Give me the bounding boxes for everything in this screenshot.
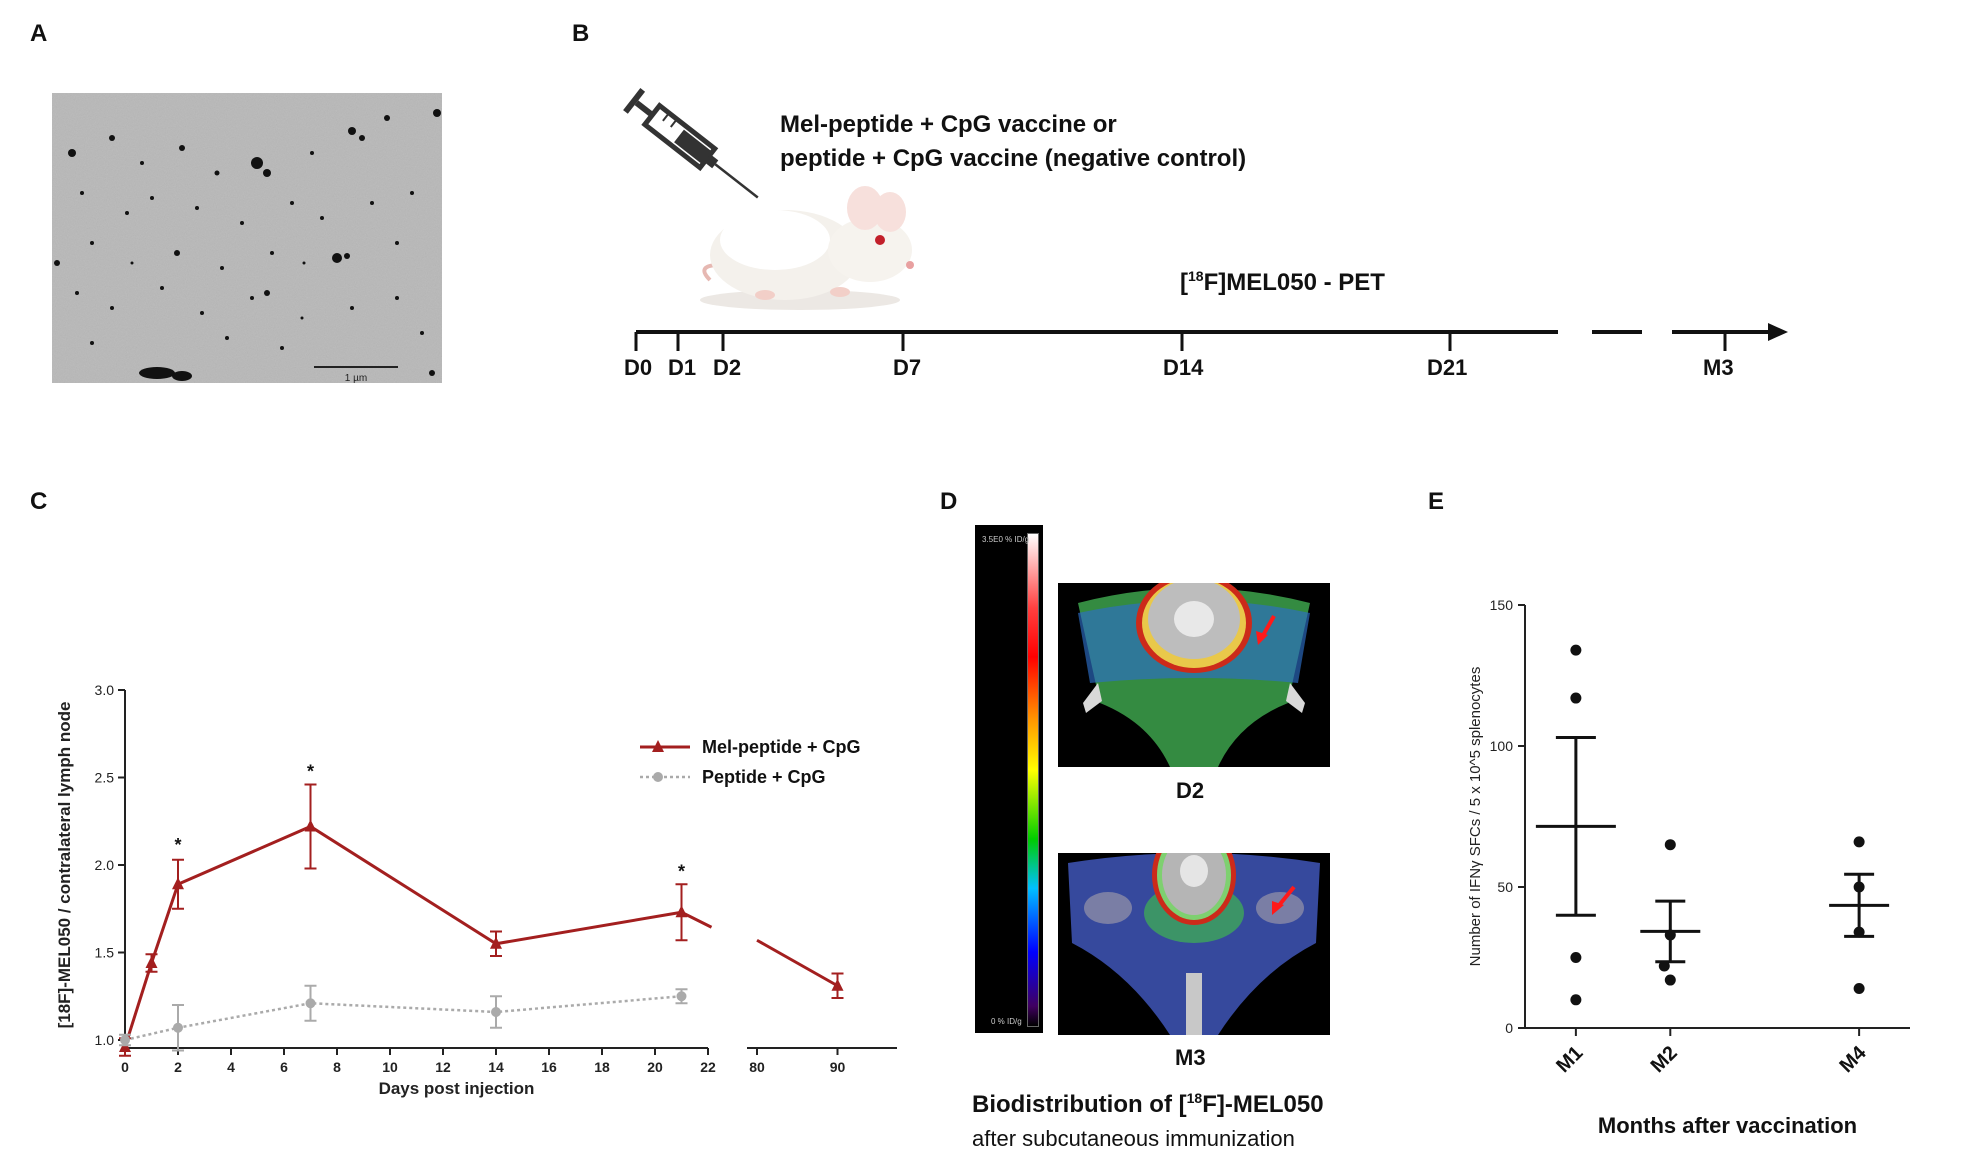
x-tick-label: 16	[541, 1059, 557, 1075]
significance-star: *	[307, 762, 314, 782]
timeline	[634, 323, 1788, 351]
data-point-triangle	[490, 936, 502, 949]
x-axis-label: Days post injection	[379, 1079, 535, 1098]
data-point-circle	[676, 991, 687, 1002]
pet-caption-subtitle: after subcutaneous immunization	[972, 1126, 1295, 1151]
data-point	[1853, 926, 1865, 938]
x-tick-label: 2	[174, 1059, 182, 1075]
x-tick-label: 4	[227, 1059, 235, 1075]
x-tick-label: 22	[700, 1059, 716, 1075]
pet-caption-title: Biodistribution of [18F]-MEL050	[972, 1090, 1324, 1118]
data-point	[1570, 952, 1582, 963]
x-axis-label: Months after vaccination	[1598, 1113, 1857, 1138]
timepoint-d0: D0	[624, 355, 653, 380]
timepoint-d14: D14	[1163, 355, 1204, 380]
y-tick-label: 0	[1505, 1020, 1513, 1036]
series-line-1	[124, 995, 682, 1042]
panel-label-b: B	[572, 20, 590, 47]
vaccine-text-line2: peptide + CpG vaccine (negative control)	[780, 145, 1247, 172]
data-point-circle	[491, 1007, 501, 1017]
syringe-icon	[623, 88, 759, 199]
data-point	[1570, 692, 1582, 704]
x-tick-label: 12	[435, 1059, 451, 1075]
y-axis-label: Number of IFNγ SFCs / 5 x 10^5 splenocyt…	[1467, 667, 1484, 967]
data-point-triangle	[172, 877, 184, 890]
vaccine-text-line1: Mel-peptide + CpG vaccine or	[780, 111, 1117, 138]
significance-star: *	[678, 861, 685, 881]
data-point	[1664, 929, 1676, 941]
mouse-icon	[700, 186, 914, 310]
timepoint-d21: D21	[1427, 355, 1468, 380]
timepoint-d2: D2	[713, 355, 742, 380]
series-line-0	[123, 824, 682, 1048]
x-tick-label: M2	[1647, 1042, 1682, 1077]
pet-scale-min: 0 % ID/g	[991, 1017, 1022, 1026]
panel-label-c: C	[30, 488, 48, 515]
timepoint-d1: D1	[668, 355, 697, 380]
data-point	[1664, 839, 1676, 851]
pet-image-m3-label: M3	[1175, 1045, 1206, 1070]
data-point	[1853, 836, 1865, 848]
data-point-circle	[120, 1035, 130, 1045]
data-point-triangle	[831, 978, 844, 991]
timepoint-m3: M3	[1703, 355, 1734, 380]
legend-marker	[653, 772, 663, 782]
x-tick-label: 14	[488, 1059, 504, 1075]
y-tick-label: 100	[1490, 738, 1514, 754]
panel-label-a: A	[30, 20, 48, 47]
x-tick-label: 0	[121, 1059, 129, 1075]
x-tick-label: 20	[647, 1059, 663, 1075]
y-tick-label: 3.0	[95, 682, 115, 698]
y-tick-label: 1.0	[95, 1032, 115, 1048]
x-tick-label: 80	[749, 1059, 765, 1075]
pet-color-gradient	[1027, 533, 1039, 1027]
legend-label: Peptide + CpG	[702, 767, 826, 787]
timeline-arrow-icon	[1768, 323, 1788, 341]
series-break-line	[680, 910, 713, 929]
pet-label: [18F]MEL050 - PET	[1180, 268, 1385, 296]
data-point	[1658, 960, 1670, 972]
micrograph-image: 1 µm	[52, 93, 442, 383]
data-point	[1570, 994, 1582, 1006]
x-tick-label: 90	[830, 1059, 846, 1075]
y-axis-label: [18F]-MEL050 / contralateral lymph node	[55, 702, 74, 1029]
chart-c: 1.0 1.5 2.0 2.5 3.0 0 2 4 6 8 10 12 14 16 18 20 22 80 90 Da…	[55, 682, 897, 1098]
series-break-line	[756, 938, 839, 988]
x-tick-label: 18	[594, 1059, 610, 1075]
data-point-circle	[173, 1022, 183, 1033]
data-point	[1853, 983, 1865, 995]
pet-image-m3	[1058, 853, 1330, 1035]
panel-label-d: D	[940, 488, 958, 515]
legend-label: Mel-peptide + CpG	[702, 737, 861, 757]
data-point	[1664, 974, 1676, 986]
y-tick-label: 1.5	[95, 945, 115, 961]
timepoint-d7: D7	[893, 355, 922, 380]
data-point-triangle	[145, 956, 158, 968]
particles	[54, 109, 441, 381]
data-point	[1570, 644, 1582, 656]
legend-marker	[652, 740, 664, 752]
pet-image-d2-label: D2	[1176, 778, 1205, 803]
pet-color-scale: 3.5E0 % ID/g 0 % ID/g	[975, 525, 1043, 1033]
data-point	[1853, 881, 1865, 893]
x-tick-label: M1	[1552, 1042, 1587, 1077]
scale-bar-label: 1 µm	[345, 373, 367, 383]
data-point-triangle	[675, 905, 688, 918]
chart-e: 0 50 100 150 M1 M2 M4 Months after vaccination N…	[1467, 597, 1910, 1138]
pet-scale-max: 3.5E0 % ID/g	[982, 535, 1030, 544]
x-tick-label: 10	[382, 1059, 398, 1075]
y-tick-label: 2.5	[95, 770, 115, 786]
pet-image-d2	[1058, 583, 1330, 767]
panel-label-e: E	[1428, 488, 1445, 515]
data-point-triangle	[304, 819, 317, 832]
x-tick-label: 6	[280, 1059, 288, 1075]
y-tick-label: 150	[1490, 597, 1514, 613]
y-tick-label: 2.0	[95, 857, 115, 873]
significance-star: *	[174, 835, 181, 855]
x-tick-label: M4	[1835, 1041, 1871, 1077]
y-tick-label: 50	[1497, 879, 1513, 895]
data-point-circle	[305, 998, 316, 1009]
x-tick-label: 8	[333, 1059, 341, 1075]
